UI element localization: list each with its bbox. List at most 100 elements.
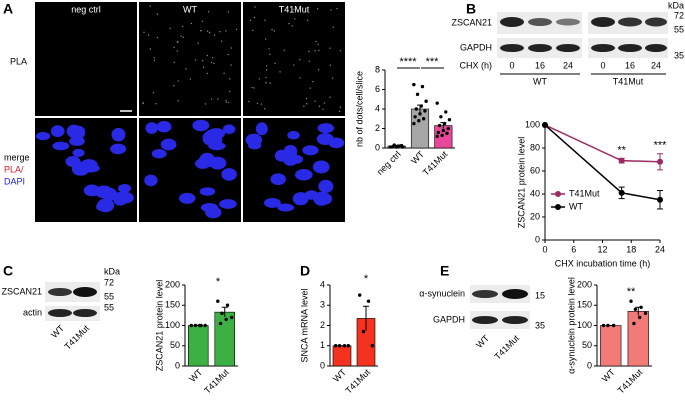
bar	[188, 325, 209, 367]
y-tick-label: 150	[577, 300, 592, 310]
marker-label: 35	[535, 320, 545, 330]
pla-dot	[210, 98, 213, 100]
y-axis-label: α-synuclein protein level	[566, 277, 576, 374]
nucleus	[179, 192, 196, 204]
pla-dot	[339, 106, 342, 108]
y-tick-label: 3	[320, 300, 325, 310]
panel-letter: E	[440, 263, 449, 279]
pla-dot	[202, 66, 205, 68]
series-line	[544, 124, 661, 163]
nucleus	[72, 148, 85, 157]
nucleus	[304, 190, 319, 200]
data-point	[435, 134, 439, 138]
bar	[332, 345, 352, 367]
time: 24	[563, 60, 573, 70]
unit-label: kDa	[104, 266, 120, 276]
data-point	[447, 118, 452, 122]
data-point	[435, 101, 439, 105]
pla-dot	[204, 103, 207, 105]
pla-dot	[318, 49, 320, 52]
data-point	[366, 299, 371, 303]
nucleus	[277, 203, 294, 212]
significance: *	[216, 276, 221, 288]
pla-dot	[314, 50, 316, 52]
data-point	[637, 315, 642, 320]
pla-dot	[309, 87, 312, 89]
image	[35, 2, 137, 116]
y-axis-label: nb of dots/cell/slice	[354, 71, 364, 147]
nucleus	[156, 121, 172, 133]
y-tick-label: 2	[320, 320, 325, 330]
pla-dot	[149, 5, 151, 7]
y-tick-label: 4	[320, 279, 325, 289]
pla-dot	[305, 97, 308, 100]
pla-dot	[229, 78, 231, 80]
data-point	[639, 305, 643, 309]
pla-dot	[254, 6, 256, 8]
data-point	[420, 84, 425, 89]
nucleus	[287, 130, 300, 140]
pla-dot	[293, 64, 295, 66]
data-point	[633, 307, 638, 311]
data-point	[417, 119, 421, 123]
marker	[618, 157, 625, 164]
data-point	[643, 311, 648, 316]
blot	[470, 285, 530, 329]
pla-dot	[177, 100, 179, 102]
pla-dot	[265, 76, 267, 79]
pla-dot	[299, 77, 301, 79]
pla-dot	[223, 72, 225, 75]
significance: **	[617, 144, 626, 156]
bar	[600, 325, 622, 367]
channel-label: DAPI	[4, 176, 25, 186]
pla-dot	[153, 57, 155, 59]
y-tick-label: 20	[530, 211, 540, 221]
pla-dot	[229, 90, 231, 93]
nucleus	[66, 124, 81, 138]
data-point	[189, 323, 193, 328]
pla-dot	[266, 69, 268, 71]
nucleus	[95, 185, 113, 199]
pla-dot	[263, 107, 266, 110]
pla-dot	[169, 27, 171, 30]
data-point	[394, 145, 399, 149]
pla-dot	[329, 47, 331, 49]
pla-dot	[265, 81, 267, 84]
nucleus	[222, 124, 236, 134]
x-tick-label: T41Mut	[343, 367, 372, 396]
blot	[497, 12, 668, 75]
pla-dot	[294, 18, 296, 20]
nucleus	[294, 169, 313, 181]
x-tick-label: WT	[409, 149, 426, 166]
nucleus	[221, 168, 237, 181]
y-tick-label: 150	[165, 300, 180, 310]
x-tick-label: WT	[331, 367, 348, 384]
group-label: T41Mut	[613, 76, 644, 86]
pla-dot	[225, 101, 227, 103]
marker	[657, 158, 663, 165]
group-label: WT	[533, 76, 547, 86]
data-point	[361, 329, 366, 334]
pla-dot	[274, 62, 276, 65]
pla-dot	[225, 30, 227, 32]
pla-dot	[143, 31, 145, 34]
image	[139, 2, 241, 116]
x-tick-label: T41Mut	[421, 149, 450, 178]
data-point	[423, 109, 427, 113]
pla-dot	[227, 53, 229, 56]
y-tick-label: 100	[525, 119, 540, 129]
pla-dot	[306, 19, 309, 22]
nucleus	[292, 192, 309, 206]
significance: ***	[426, 56, 440, 68]
data-point	[225, 303, 230, 307]
pla-dot	[288, 22, 290, 25]
nucleus	[312, 160, 330, 174]
nucleus	[52, 141, 70, 151]
y-tick-label: 50	[582, 340, 592, 350]
data-point	[342, 344, 347, 348]
marker-label: 72	[674, 10, 684, 20]
pla-dot	[303, 105, 305, 107]
pla-dot	[331, 77, 334, 79]
nucleus	[111, 127, 126, 142]
